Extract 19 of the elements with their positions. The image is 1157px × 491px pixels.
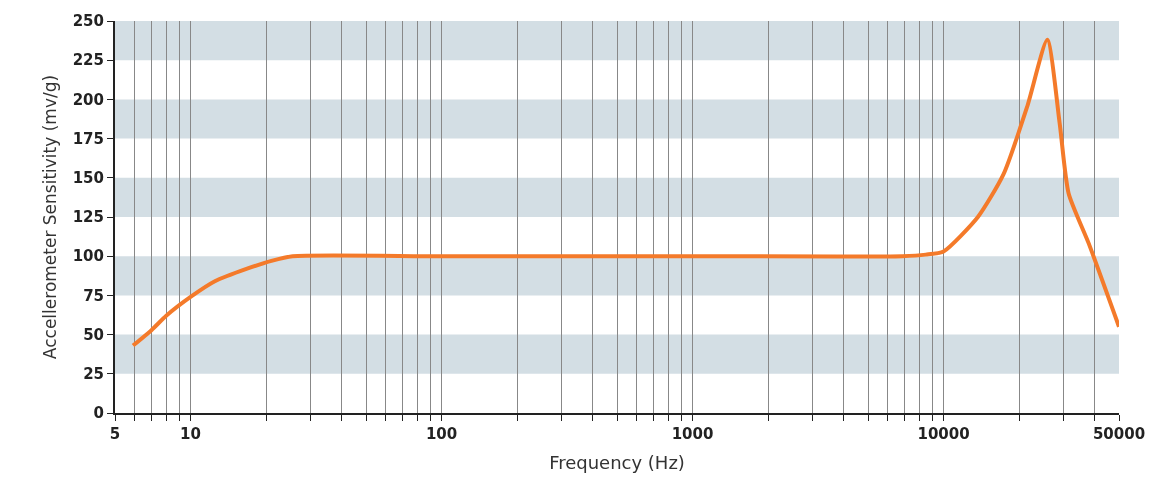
y-axis-title: Accellerometer Sensitivity (mv/g) (39, 74, 60, 360)
y-tick-label: 225 (72, 51, 104, 70)
x-tick-label: 100 (425, 425, 458, 443)
x-tick-label: 50000 (1092, 425, 1146, 443)
y-tick-label: 250 (72, 12, 104, 31)
y-tick-label: 75 (83, 286, 104, 305)
y-tick-label: 125 (72, 208, 104, 227)
x-tick-label: 10000 (917, 425, 970, 443)
y-tick-label: 175 (72, 129, 104, 148)
x-tick-label: 1000 (671, 425, 714, 443)
y-tick-label: 200 (72, 90, 104, 109)
y-tick-label: 150 (72, 169, 104, 188)
y-tick-label: 0 (93, 404, 104, 423)
y-tick-label: 50 (83, 325, 104, 344)
x-tick-label: 10 (180, 425, 201, 443)
y-tick-label: 25 (83, 365, 104, 384)
x-axis-title: Frequency (Hz) (549, 451, 685, 473)
x-tick-label: 5 (109, 425, 121, 443)
y-tick-label: 100 (72, 247, 104, 266)
